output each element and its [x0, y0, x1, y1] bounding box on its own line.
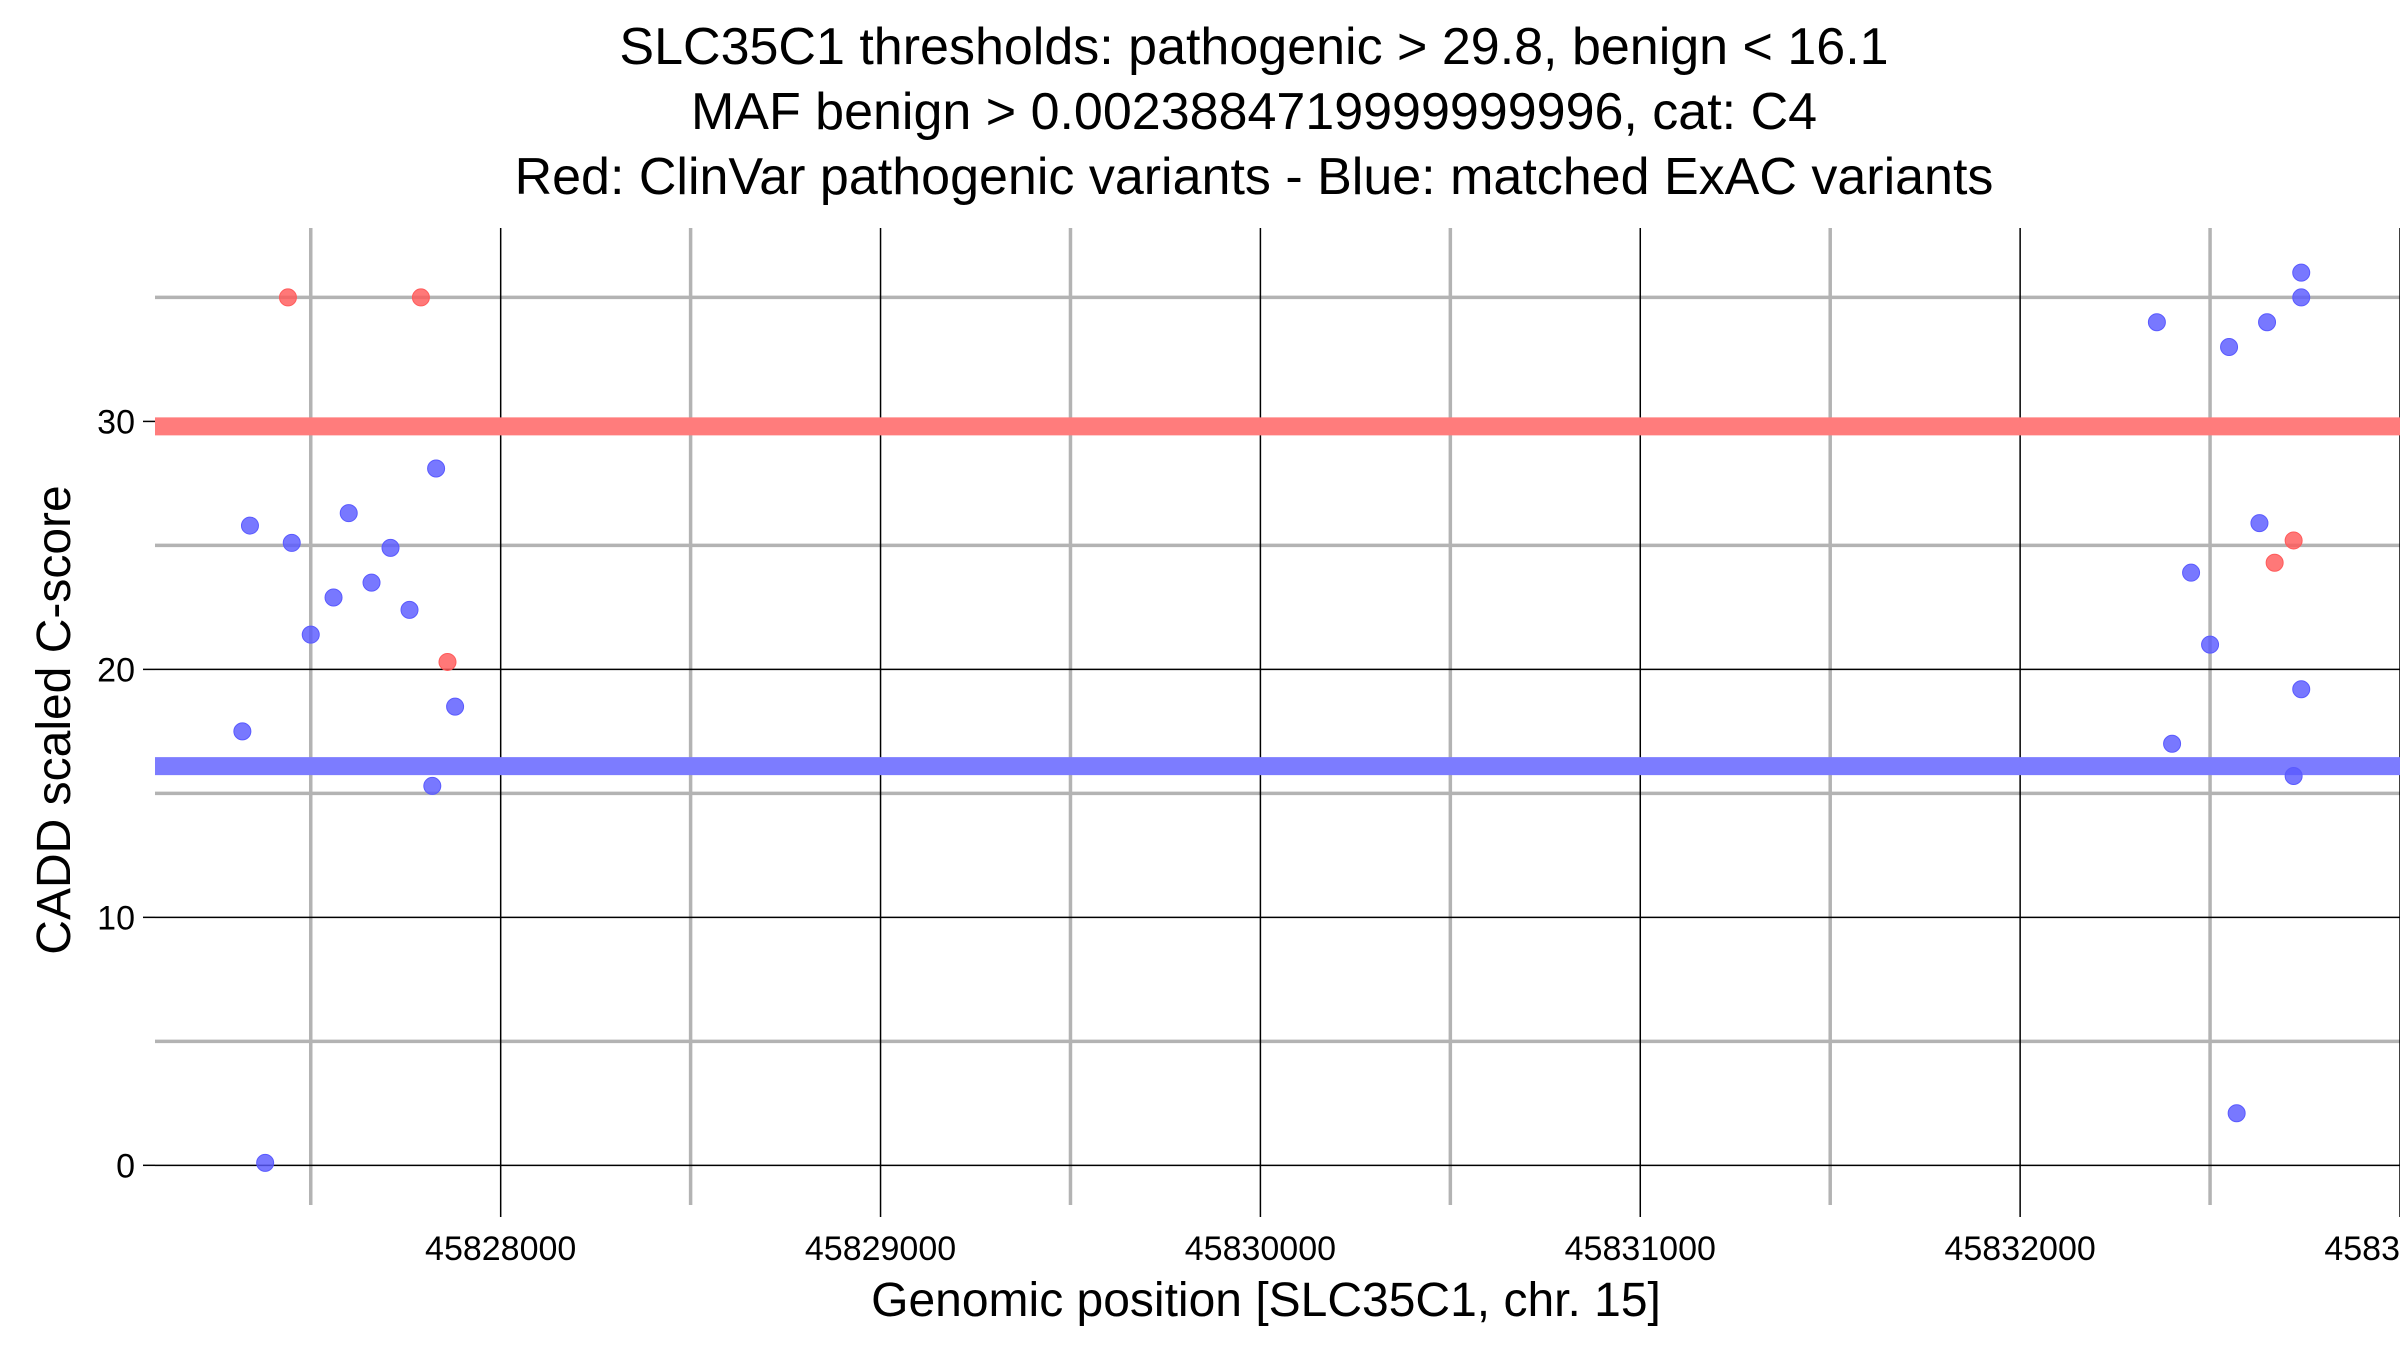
exac-variant-point — [423, 776, 442, 795]
x-axis-title: Genomic position [SLC35C1, chr. 15] — [871, 1274, 1661, 1327]
exac-variant-point — [2292, 288, 2311, 307]
y-tick-label: 20 — [97, 651, 135, 689]
x-axis-ticks: 45828000 45829000 45830000 45831000 45832000… — [425, 1205, 2400, 1268]
clinvar-pathogenic-point — [2284, 531, 2303, 550]
exac-variant-point — [2163, 734, 2182, 753]
x-tick-label: 45828000 — [425, 1230, 576, 1268]
exac-variant-point — [2284, 767, 2303, 786]
minor-gridlines — [155, 228, 2400, 1205]
clinvar-pathogenic-point — [411, 288, 430, 307]
exac-variant-point — [2292, 263, 2311, 282]
exac-variant-point — [2250, 514, 2269, 533]
exac-variant-point — [2220, 338, 2239, 357]
exac-variant-point — [2292, 680, 2311, 699]
y-axis-title: CADD scaled C-score — [28, 485, 81, 954]
clinvar-pathogenic-point — [438, 652, 457, 671]
x-tick-label: 45829000 — [805, 1230, 956, 1268]
exac-variant-point — [2201, 635, 2220, 654]
exac-variant-point — [282, 533, 301, 552]
x-tick-label: 45833000 — [2324, 1230, 2400, 1268]
clinvar-pathogenic-point — [278, 288, 297, 307]
exac-variant-point — [2258, 313, 2277, 332]
exac-variant-point — [339, 504, 358, 523]
exac-variant-point — [256, 1153, 275, 1172]
exac-variant-point — [324, 588, 343, 607]
exac-variant-point — [427, 459, 446, 478]
y-tick-label: 10 — [97, 899, 135, 937]
chart-title-line-3: Red: ClinVar pathogenic variants - Blue:… — [515, 148, 1994, 206]
x-tick-label: 45832000 — [1944, 1230, 2095, 1268]
exac-variant-point — [233, 722, 252, 741]
y-axis-ticks: 0 10 20 30 — [97, 403, 155, 1185]
threshold-lines — [155, 417, 2400, 776]
data-points — [233, 263, 2311, 1172]
exac-variant-point — [400, 600, 419, 619]
exac-variant-point — [446, 697, 465, 716]
exac-variant-point — [2147, 313, 2166, 332]
y-tick-label: 30 — [97, 403, 135, 441]
chart-title: SLC35C1 thresholds: pathogenic > 29.8, b… — [515, 18, 1994, 206]
exac-variant-point — [381, 538, 400, 557]
major-gridlines — [155, 228, 2400, 1205]
y-tick-label: 0 — [116, 1147, 135, 1185]
exac-variant-point — [301, 625, 320, 644]
exac-variant-point — [362, 573, 381, 592]
chart-title-line-2: MAF benign > 0.0023884719999999996, cat:… — [691, 83, 1817, 141]
exac-variant-point — [2227, 1104, 2246, 1123]
clinvar-pathogenic-point — [2265, 553, 2284, 572]
x-tick-label: 45830000 — [1185, 1230, 1336, 1268]
exac-variant-point — [2182, 563, 2201, 582]
chart-title-line-1: SLC35C1 thresholds: pathogenic > 29.8, b… — [619, 18, 1888, 76]
x-tick-label: 45831000 — [1565, 1230, 1716, 1268]
exac-variant-point — [240, 516, 259, 535]
